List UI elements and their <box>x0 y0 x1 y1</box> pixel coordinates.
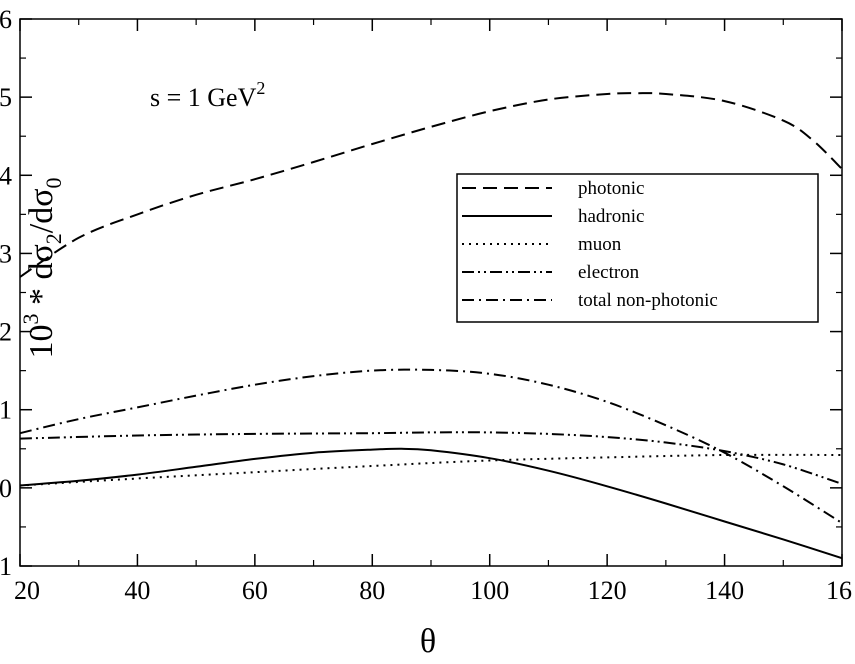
series-layer <box>19 92 843 560</box>
legend-label-electron: electron <box>578 262 640 283</box>
legend-label-photonic: photonic <box>578 178 645 199</box>
series-line-muon <box>19 453 843 487</box>
y-tick-label: -1 <box>0 552 12 581</box>
series-line-total-non-photonic <box>19 368 843 524</box>
x-tick-label: 100 <box>470 576 509 605</box>
y-tick-label: 1 <box>0 396 12 425</box>
y-tick-label: 4 <box>0 161 12 190</box>
x-tick-label: 140 <box>705 576 744 605</box>
legend-label-muon: muon <box>578 234 622 255</box>
annotation-superscript: 2 <box>256 78 265 98</box>
annotation: s = 1 GeV2 <box>150 78 265 112</box>
series-line-hadronic <box>19 447 843 560</box>
legend-box <box>456 173 819 323</box>
y-tick-label: 2 <box>0 318 12 347</box>
x-tick-label: 20 <box>14 576 40 605</box>
x-tick-label: 120 <box>588 576 627 605</box>
x-tick-label: 40 <box>124 576 150 605</box>
legend-label-hadronic: hadronic <box>578 206 644 227</box>
x-tick-label: 60 <box>242 576 268 605</box>
axis-ticks: 20 40 60 80 100 120 140 16 -1 0 1 2 3 4 5 6 <box>0 5 852 605</box>
series-line-photonic <box>19 92 843 278</box>
series-line-electron <box>19 431 843 485</box>
y-tick-label: 6 <box>0 5 12 34</box>
x-tick-label: 80 <box>359 576 385 605</box>
y-tick-label: 3 <box>0 239 12 268</box>
y-tick-label: 5 <box>0 83 12 112</box>
legend: photonic hadronic muon electron total non-ph… <box>456 173 819 323</box>
x-tick-label: 16 <box>826 576 852 605</box>
y-tick-label: 0 <box>0 474 12 503</box>
y-axis-label: 103 * dσ2/dσ0 <box>18 177 66 358</box>
x-axis-label: θ <box>420 623 436 660</box>
legend-label-total-non-photonic: total non-photonic <box>578 290 718 311</box>
